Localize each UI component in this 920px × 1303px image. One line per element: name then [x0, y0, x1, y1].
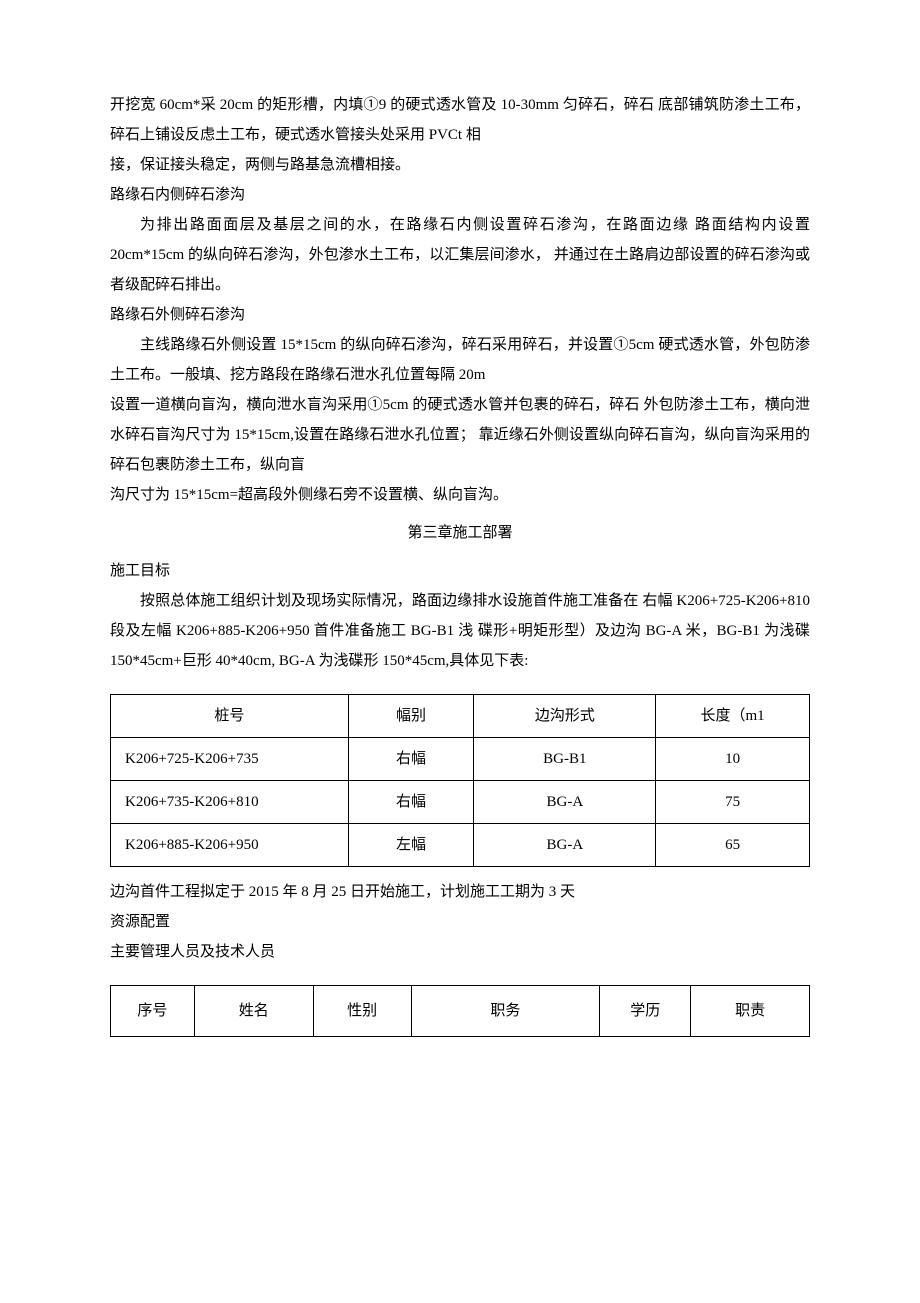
table-cell: BG-B1 [474, 738, 656, 781]
table-cell: BG-A [474, 824, 656, 867]
text-span-kaiti: 天 [560, 884, 575, 900]
body-text: 接，保证接头稳定，两侧与路基急流槽相接。 [110, 150, 810, 180]
table-cell: 10 [656, 738, 810, 781]
table-header-cell: 序号 [111, 986, 195, 1037]
table-row: K206+725-K206+735 右幅 BG-B1 10 [111, 738, 810, 781]
table-cell: K206+885-K206+950 [111, 824, 349, 867]
table-header-cell: 姓名 [194, 986, 313, 1037]
section-table: 桩号 幅别 边沟形式 长度（m1 K206+725-K206+735 右幅 BG… [110, 694, 810, 867]
text-span: 边沟首件工程拟定于 2015 年 8 月 25 日开始施工，计划施工工期为 3 [110, 884, 560, 900]
chapter-title: 第三章施工部署 [110, 518, 810, 548]
table-cell: K206+735-K206+810 [111, 781, 349, 824]
table-row: K206+735-K206+810 右幅 BG-A 75 [111, 781, 810, 824]
body-text: 按照总体施工组织计划及现场实际情况，路面边缘排水设施首件施工准备在 右幅 K20… [110, 586, 810, 676]
table-header-row: 桩号 幅别 边沟形式 长度（m1 [111, 695, 810, 738]
table-header-cell: 性别 [313, 986, 411, 1037]
body-text: 设置一道横向盲沟，横向泄水盲沟采用①5cm 的硬式透水管并包裹的碎石，碎石 外包… [110, 390, 810, 480]
body-text: 边沟首件工程拟定于 2015 年 8 月 25 日开始施工，计划施工工期为 3 … [110, 877, 810, 907]
body-text: 开挖宽 60cm*采 20cm 的矩形槽，内填①9 的硬式透水管及 10-30m… [110, 90, 810, 150]
body-text: 为排出路面面层及基层之间的水，在路缘石内侧设置碎石渗沟，在路面边缘 路面结构内设… [110, 210, 810, 300]
table-header-row: 序号 姓名 性别 职务 学历 职责 [111, 986, 810, 1037]
subsection-heading: 路缘石内侧碎石渗沟 [110, 180, 810, 210]
section-heading: 资源配置 [110, 907, 810, 937]
table-cell: K206+725-K206+735 [111, 738, 349, 781]
table-header-cell: 幅别 [348, 695, 474, 738]
table-cell: 75 [656, 781, 810, 824]
table-cell: 右幅 [348, 781, 474, 824]
body-text: 沟尺寸为 15*15cm=超高段外侧缘石旁不设置横、纵向盲沟。 [110, 480, 810, 510]
table-header-cell: 桩号 [111, 695, 349, 738]
personnel-table: 序号 姓名 性别 职务 学历 职责 [110, 985, 810, 1037]
table-cell: 左幅 [348, 824, 474, 867]
subsection-heading: 主要管理人员及技术人员 [110, 937, 810, 967]
table-header-cell: 学历 [600, 986, 691, 1037]
table-header-cell: 职责 [691, 986, 810, 1037]
table-header-cell: 长度（m1 [656, 695, 810, 738]
subsection-heading: 路缘石外侧碎石渗沟 [110, 300, 810, 330]
table-cell: 右幅 [348, 738, 474, 781]
table-cell: BG-A [474, 781, 656, 824]
table-cell: 65 [656, 824, 810, 867]
table-header-cell: 边沟形式 [474, 695, 656, 738]
table-row: K206+885-K206+950 左幅 BG-A 65 [111, 824, 810, 867]
section-heading: 施工目标 [110, 556, 810, 586]
body-text: 主线路缘石外侧设置 15*15cm 的纵向碎石渗沟，碎石采用碎石，并设置①5cm… [110, 330, 810, 390]
table-header-cell: 职务 [411, 986, 600, 1037]
